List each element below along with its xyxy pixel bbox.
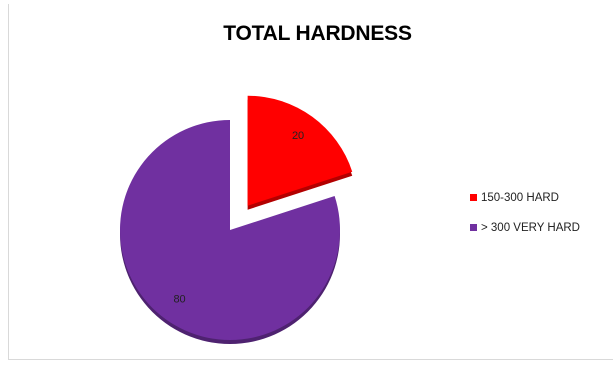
legend-swatch-very-hard [470,224,477,231]
chart-title: TOTAL HARDNESS [223,22,412,45]
pie-slice-0 [247,95,353,206]
legend-item-150-300-hard: 150-300 HARD [470,190,580,205]
legend: 150-300 HARD > 300 VERY HARD [470,190,580,250]
legend-label-very-hard: > 300 VERY HARD [481,221,580,234]
chart-frame [8,4,613,360]
pie-slice-1 [119,119,340,340]
data-label-slice-0: 20 [292,130,304,142]
legend-item-very-hard: > 300 VERY HARD [470,220,580,235]
legend-swatch-150-300-hard [470,194,477,201]
legend-label-150-300-hard: 150-300 HARD [481,191,559,204]
data-label-slice-1: 80 [173,293,185,305]
